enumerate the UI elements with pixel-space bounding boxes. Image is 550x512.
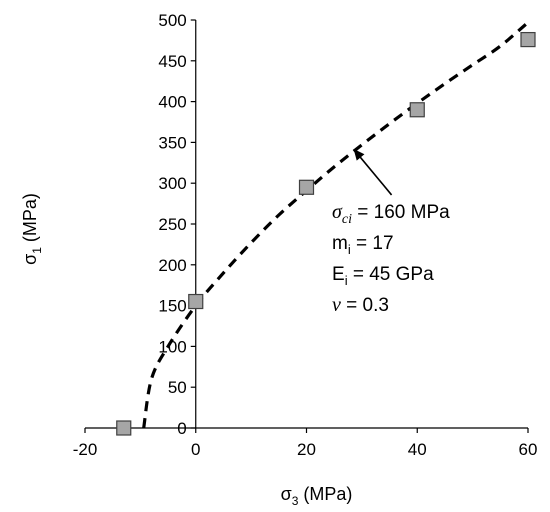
x-tick-label: 20 bbox=[297, 440, 316, 459]
data-point-square bbox=[116, 420, 132, 436]
tick-labels: -20 0 20 40 60 0 50 100 150 200 250 300 350 400 450 500 bbox=[73, 11, 538, 459]
annotation-symbol: σ bbox=[332, 201, 343, 223]
annotation-line: σci = 160 MPa bbox=[332, 201, 450, 227]
y-tick-label: 150 bbox=[158, 297, 186, 316]
annotation-subscript: i bbox=[345, 273, 348, 288]
y-tick-label: 500 bbox=[158, 11, 186, 30]
y-tick-label: 100 bbox=[158, 337, 186, 356]
annotation-line: mi = 17 bbox=[332, 233, 394, 257]
axis-titles: σ3 (MPa) σ1 (MPa) bbox=[20, 193, 352, 508]
x-tick-label: 0 bbox=[191, 440, 200, 459]
data-point-square bbox=[520, 31, 536, 48]
annotation-symbol: m bbox=[332, 233, 348, 254]
y-tick-label: 400 bbox=[158, 93, 186, 112]
annotation-value: = 45 GPa bbox=[348, 264, 435, 285]
annotation-value: = 17 bbox=[351, 233, 394, 254]
y-tick-label: 450 bbox=[158, 52, 186, 71]
axes bbox=[84, 19, 529, 433]
annotation-arrow-line bbox=[356, 153, 393, 196]
data-point-square bbox=[409, 102, 425, 118]
annotation-subscript: i bbox=[348, 242, 351, 257]
y-tick-label: 350 bbox=[158, 133, 186, 152]
annotation-line: v = 0.3 bbox=[332, 294, 389, 316]
y-tick-label: 200 bbox=[158, 256, 186, 275]
annotation-value: = 160 MPa bbox=[352, 202, 450, 223]
annotation-value: = 0.3 bbox=[341, 295, 389, 316]
y-tick-label: 250 bbox=[158, 215, 186, 234]
x-tick-label: 40 bbox=[408, 440, 427, 459]
y-tick-label: 50 bbox=[168, 378, 187, 397]
annotation-symbol: v bbox=[332, 294, 341, 316]
x-tick-label: 60 bbox=[519, 440, 538, 459]
annotation-subscript: ci bbox=[342, 212, 352, 227]
x-tick-label: -20 bbox=[73, 440, 98, 459]
annotation-arrow-head bbox=[353, 148, 365, 161]
data-point-square bbox=[298, 179, 315, 195]
y-axis-title: σ1 (MPa) bbox=[20, 193, 44, 265]
annotation-symbol: E bbox=[332, 264, 345, 285]
data-markers bbox=[116, 31, 536, 436]
fit-curve bbox=[142, 21, 530, 429]
y-tick-label: 0 bbox=[177, 419, 186, 438]
dashed-fit-line bbox=[142, 21, 530, 429]
y-tick-label: 300 bbox=[158, 174, 186, 193]
x-axis-title: σ3 (MPa) bbox=[281, 484, 353, 508]
annotation-line: Ei = 45 GPa bbox=[332, 264, 434, 288]
data-point-square bbox=[188, 293, 204, 310]
